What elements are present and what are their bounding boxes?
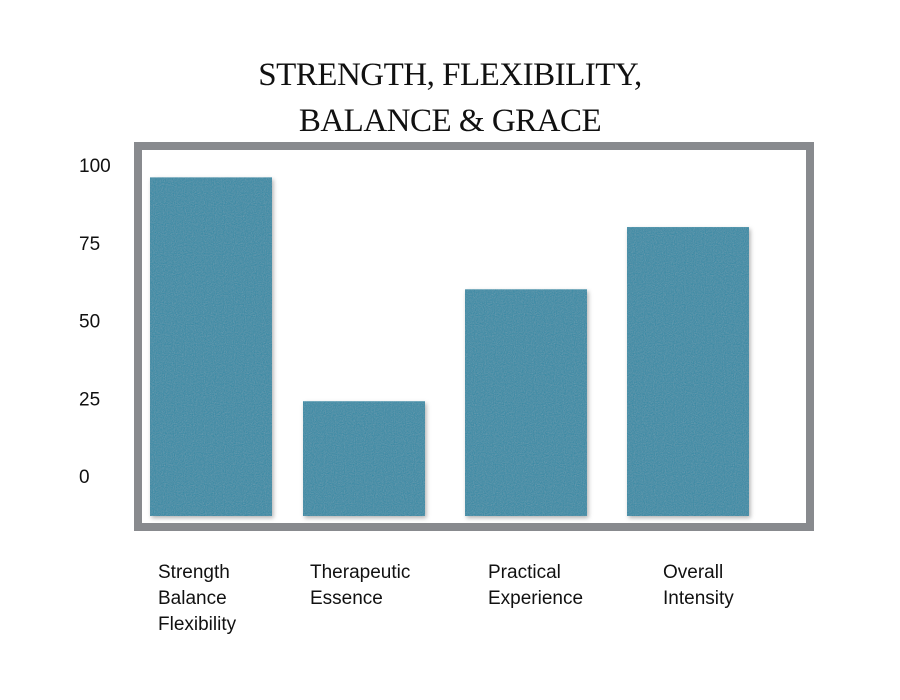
- x-label-line: Therapeutic: [310, 562, 411, 583]
- x-label-line: Overall: [663, 562, 724, 583]
- x-label-line: Flexibility: [158, 614, 237, 635]
- y-tick-label: 50: [79, 312, 100, 333]
- x-label-line: Intensity: [663, 588, 734, 609]
- x-label-line: Balance: [158, 588, 227, 609]
- x-label-line: Strength: [158, 562, 230, 583]
- bar-texture-2: [303, 401, 425, 516]
- x-label-line: Experience: [488, 588, 584, 609]
- y-tick-label: 0: [79, 467, 90, 488]
- bars-group: [150, 177, 749, 516]
- plot-frame: [134, 142, 814, 531]
- x-category-label-3: Practical Experience: [488, 560, 583, 612]
- y-tick-label: 25: [79, 389, 100, 410]
- y-tick-label: 100: [79, 156, 111, 177]
- chart-title-line-1: STRENGTH, FLEXIBILITY,: [258, 57, 642, 93]
- x-category-label-1: Strength Balance Flexibility: [158, 560, 236, 638]
- bar-texture-1: [150, 177, 272, 516]
- y-axis-ticks: 0 25 50 75 100: [79, 156, 111, 488]
- x-label-line: Essence: [310, 588, 383, 609]
- bar-texture-4: [627, 227, 749, 516]
- x-category-label-4: Overall Intensity: [663, 560, 734, 612]
- x-label-line: Practical: [488, 562, 561, 583]
- y-tick-label: 75: [79, 234, 100, 255]
- chart-title: STRENGTH, FLEXIBILITY, BALANCE & GRACE: [0, 52, 900, 144]
- x-category-label-2: Therapeutic Essence: [310, 560, 410, 612]
- bar-texture-3: [465, 289, 587, 516]
- chart-title-line-2: BALANCE & GRACE: [298, 103, 602, 139]
